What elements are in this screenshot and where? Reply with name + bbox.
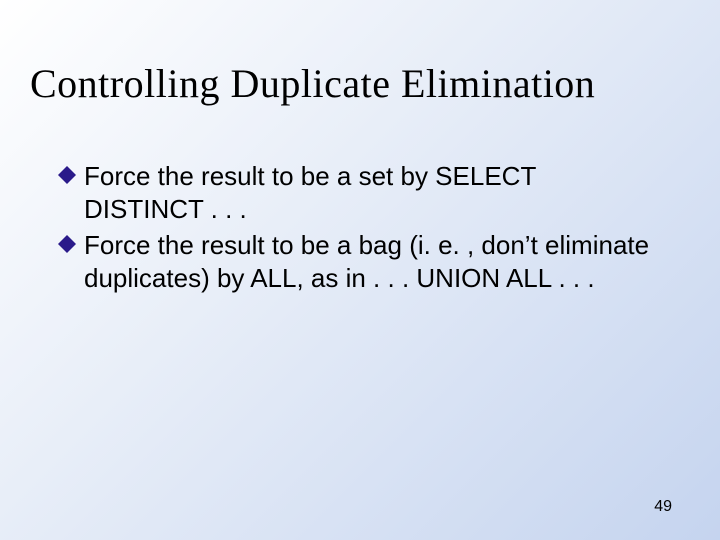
bullet-text: Force the result to be a bag (i. e. , do… <box>84 229 660 294</box>
bullet-item: Force the result to be a set by SELECT D… <box>58 160 660 225</box>
diamond-bullet-icon <box>58 166 78 186</box>
bullet-text: Force the result to be a set by SELECT D… <box>84 160 660 225</box>
slide: Controlling Duplicate Elimination Force … <box>0 0 720 540</box>
diamond-bullet-icon <box>58 235 78 255</box>
page-number: 49 <box>654 498 672 516</box>
bullet-item: Force the result to be a bag (i. e. , do… <box>58 229 660 294</box>
slide-title: Controlling Duplicate Elimination <box>30 60 690 107</box>
slide-body: Force the result to be a set by SELECT D… <box>58 160 660 298</box>
